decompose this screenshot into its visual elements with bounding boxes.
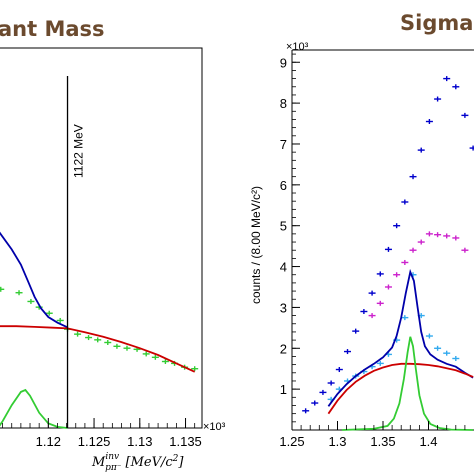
right-x-tick-label: 1.4 <box>419 434 437 449</box>
right-fit-line-4 <box>327 362 474 415</box>
right-data-point <box>409 174 417 180</box>
right-data-point <box>401 315 409 321</box>
right-data-point <box>376 300 384 306</box>
left-data-point <box>85 335 93 341</box>
right-data-point <box>384 284 392 290</box>
right-data-point <box>434 232 442 238</box>
right-data-point <box>425 231 433 237</box>
right-x-tick-label: 1.3 <box>328 434 346 449</box>
right-data-point <box>409 247 417 253</box>
left-x-tick-label: 1.135 <box>169 434 202 449</box>
right-data-point <box>417 147 425 153</box>
right-data-point <box>434 96 442 102</box>
right-data-point <box>452 355 460 361</box>
left-data-point <box>151 354 159 360</box>
right-data-point <box>461 247 469 253</box>
left-data-point <box>161 359 169 364</box>
left-fit-line-1 <box>0 231 68 329</box>
right-data-point <box>452 84 460 90</box>
right-data-point <box>335 367 343 373</box>
left-data-point <box>56 317 64 323</box>
left-plot-title: ant Mass <box>0 17 105 41</box>
right-data-point <box>368 313 376 319</box>
left-plot-frame <box>0 47 203 429</box>
left-x-label-unit: [MeV/c <box>126 455 174 470</box>
left-data-point <box>45 310 53 316</box>
left-data-point <box>191 366 199 372</box>
right-data-point <box>368 290 376 296</box>
right-data-point <box>425 333 433 339</box>
right-x-tick-label: 1.35 <box>370 434 395 449</box>
right-data-point <box>393 223 401 229</box>
right-y-tick-label: 1 <box>280 382 287 397</box>
left-data-point <box>142 351 150 357</box>
right-data-point <box>344 349 352 355</box>
right-data-point <box>327 380 335 386</box>
right-data-point <box>401 199 409 205</box>
left-data-point <box>15 290 23 296</box>
right-data-point <box>393 272 401 278</box>
left-threshold-label: 1122 MeV <box>72 124 86 178</box>
right-data-point <box>384 246 392 252</box>
right-data-point <box>302 408 310 414</box>
left-data-point <box>27 298 35 304</box>
left-fit-line-3 <box>0 388 68 429</box>
right-data-point <box>360 309 368 315</box>
left-x-ticks: 1.12 1.125 1.13 1.135 <box>2 418 202 449</box>
left-x-exponent: ×10³ <box>203 421 226 433</box>
right-fit-line-3 <box>327 268 474 407</box>
left-x-label-unit-power: 2 <box>172 454 179 464</box>
right-y-exponent: ×10³ <box>286 41 309 53</box>
left-x-axis-label: Minv pπ⁻ [MeV/c2] <box>91 452 184 473</box>
right-data-point <box>352 328 360 334</box>
right-data-point <box>417 239 425 245</box>
right-y-tick-label: 2 <box>280 341 287 356</box>
left-data-point <box>123 345 131 351</box>
right-series-group <box>302 76 474 431</box>
left-x-label-superscript: inv <box>105 452 119 462</box>
right-data-point <box>461 112 469 118</box>
right-data-point <box>311 400 319 406</box>
right-data-point <box>443 233 451 239</box>
left-x-tick-label: 1.125 <box>78 434 111 449</box>
right-axis-ticks: 1 2 3 4 5 6 7 8 9 1.25 1.3 1.35 1.4 <box>279 53 466 449</box>
right-data-point <box>401 259 409 265</box>
right-y-axis-label: counts / (8.00 MeV/c²) <box>249 186 263 304</box>
right-data-point <box>376 271 384 277</box>
left-data-point <box>104 340 112 345</box>
right-plot-title: Sigma <box>400 11 473 35</box>
right-y-tick-label: 9 <box>280 55 287 70</box>
right-y-tick-label: 6 <box>280 178 287 193</box>
left-data-point <box>94 337 102 343</box>
right-x-tick-label: 1.25 <box>279 434 304 449</box>
right-data-point <box>425 119 433 125</box>
left-series-group <box>0 231 199 429</box>
left-x-label-symbol: M <box>91 455 106 470</box>
left-x-tick-label: 1.13 <box>127 434 152 449</box>
left-data-point <box>113 343 121 349</box>
right-fit-line-5 <box>341 336 474 431</box>
right-data-point <box>452 235 460 241</box>
right-y-tick-label: 5 <box>280 219 287 234</box>
right-y-tick-label: 4 <box>280 260 287 275</box>
left-x-label-close: ] <box>177 455 184 470</box>
right-y-tick-label: 3 <box>280 300 287 315</box>
right-y-tick-label: 8 <box>280 96 287 111</box>
left-plot-panel: ant Mass 1122 MeV 1.12 1.125 1.13 1.135 ×10… <box>0 17 226 473</box>
right-data-point <box>443 350 451 356</box>
right-data-point <box>434 345 442 351</box>
left-fit-line-2 <box>0 325 196 373</box>
right-y-tick-label: 7 <box>280 137 287 152</box>
left-data-point <box>0 286 5 292</box>
left-x-tick-label: 1.12 <box>36 434 61 449</box>
right-data-point <box>376 360 384 366</box>
right-data-point <box>443 76 451 82</box>
left-data-point <box>74 331 82 337</box>
right-data-point <box>469 145 474 151</box>
left-x-label-subscript: pπ⁻ <box>105 463 122 473</box>
right-plot-panel: Sigma ×10³ counts / (8.00 MeV/c²) 1 2 3 4 5 6… <box>249 11 474 449</box>
right-data-point <box>319 389 327 395</box>
